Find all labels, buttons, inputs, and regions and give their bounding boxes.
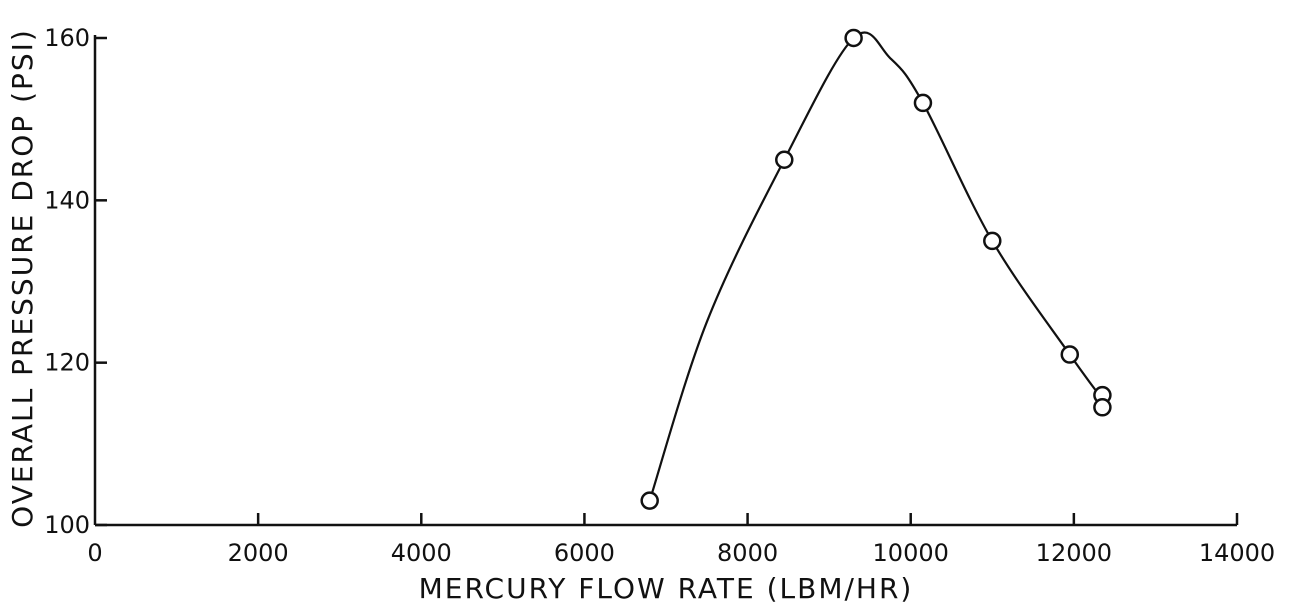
data-point xyxy=(913,93,933,113)
data-point xyxy=(1093,398,1112,417)
y-axis-title: OVERALL PRESSURE DROP (PSI) xyxy=(6,28,39,528)
data-point xyxy=(640,491,659,510)
x-tick-label: 10000 xyxy=(873,539,949,567)
x-tick-label: 2000 xyxy=(228,539,289,567)
y-tick-label: 100 xyxy=(44,511,90,539)
x-tick-label: 8000 xyxy=(717,539,778,567)
data-point xyxy=(844,28,863,48)
plot-area xyxy=(640,28,1112,510)
x-axis-title: MERCURY FLOW RATE (LBM/HR) xyxy=(419,572,914,605)
data-point xyxy=(1060,345,1080,364)
y-tick-label: 120 xyxy=(44,349,90,377)
data-point xyxy=(983,231,1002,251)
x-tick-label: 0 xyxy=(87,539,102,567)
x-tick-label: 4000 xyxy=(391,539,452,567)
data-point xyxy=(775,150,794,169)
y-axis: 100 120 140 160 OVERALL PRESSURE DROP (PSI) xyxy=(6,24,107,539)
x-axis: 0 2000 4000 6000 8000 10000 12000 14000 MERCURY… xyxy=(87,513,1275,605)
x-tick-label: 12000 xyxy=(1036,539,1112,567)
y-tick-label: 160 xyxy=(44,24,90,52)
x-tick-label: 14000 xyxy=(1199,539,1275,567)
y-tick-label: 140 xyxy=(44,186,90,214)
x-tick-label: 6000 xyxy=(554,539,615,567)
fit-curve xyxy=(648,31,1104,501)
